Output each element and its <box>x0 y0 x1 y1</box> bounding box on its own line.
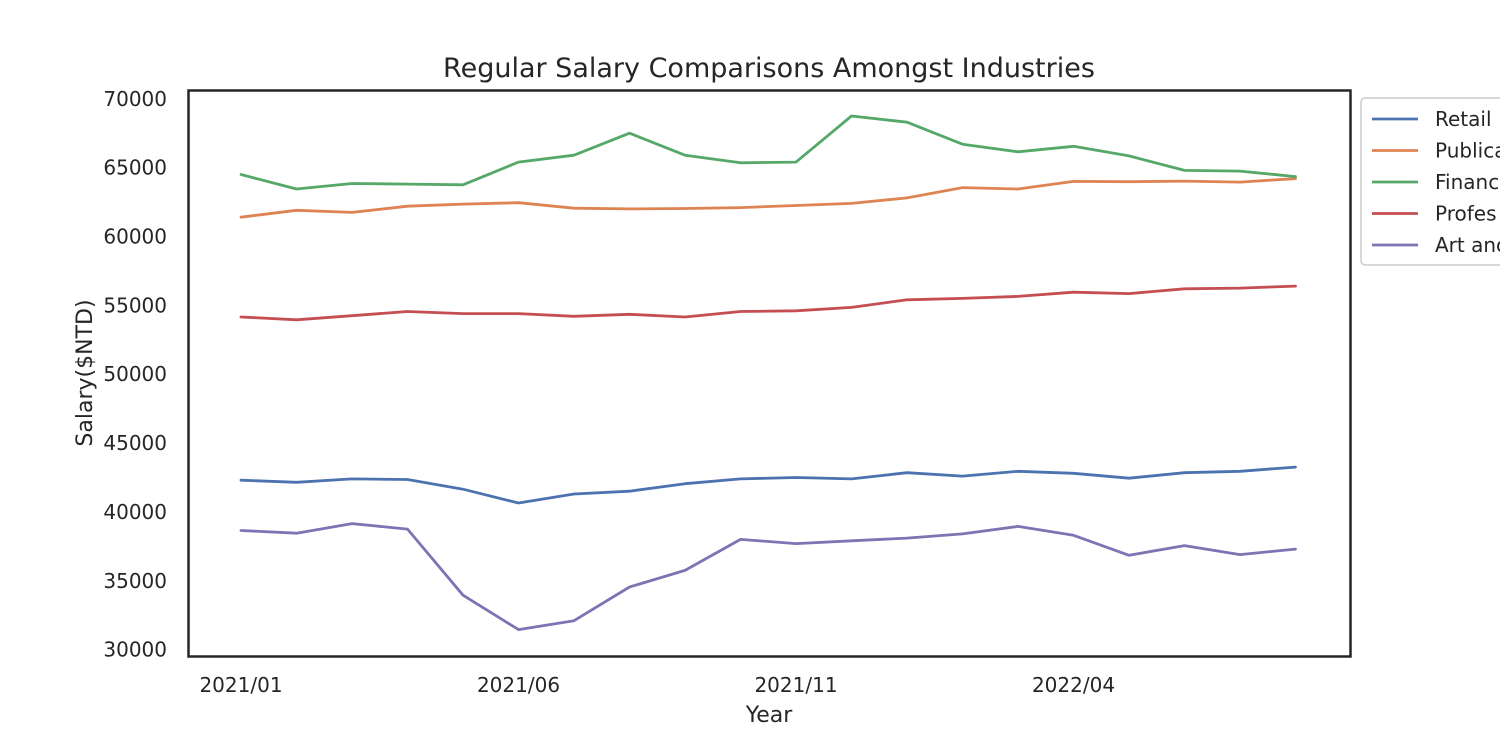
legend-label: Retail <box>1435 107 1492 131</box>
legend-items: Retail Publica Financ Profes Art anc <box>1372 107 1500 257</box>
series-line-0 <box>239 465 1297 505</box>
y-tick-label: 35000 <box>103 569 167 593</box>
x-tick-label: 2021/01 <box>199 673 282 697</box>
y-tick-label: 70000 <box>103 87 167 111</box>
y-tick-label: 65000 <box>103 156 167 180</box>
y-axis-label: Salary($NTD) <box>73 299 98 446</box>
x-axis-label: Year <box>745 703 794 728</box>
series-line-2 <box>239 114 1297 191</box>
legend: Retail Publica Financ Profes Art anc <box>1360 97 1500 266</box>
legend-box <box>1360 97 1500 266</box>
y-tick-label: 55000 <box>103 293 167 317</box>
x-tick-label: 2021/11 <box>754 673 837 697</box>
y-tick-label: 45000 <box>103 431 167 455</box>
y-tick-labels: 30000 35000 40000 45000 50000 55000 60000 65000… <box>103 87 167 662</box>
series-line-3 <box>239 284 1297 322</box>
y-tick-label: 50000 <box>103 362 167 386</box>
legend-label: Publica <box>1435 139 1500 163</box>
legend-label: Profes <box>1435 202 1497 226</box>
legend-label: Art anc <box>1435 233 1500 257</box>
legend-label: Financ <box>1435 170 1499 194</box>
x-tick-label: 2021/06 <box>477 673 560 697</box>
y-tick-label: 30000 <box>103 638 167 662</box>
chart-title: Regular Salary Comparisons Amongst Indus… <box>443 53 1095 84</box>
plot-frame <box>187 89 1352 658</box>
series-lines <box>239 114 1297 631</box>
series-line-1 <box>239 177 1297 219</box>
y-tick-label: 60000 <box>103 224 167 248</box>
x-tick-labels: 2021/01 2021/06 2021/11 2022/04 <box>199 673 1115 697</box>
x-tick-label: 2022/04 <box>1032 673 1115 697</box>
y-tick-label: 40000 <box>103 500 167 524</box>
series-line-4 <box>239 522 1297 631</box>
